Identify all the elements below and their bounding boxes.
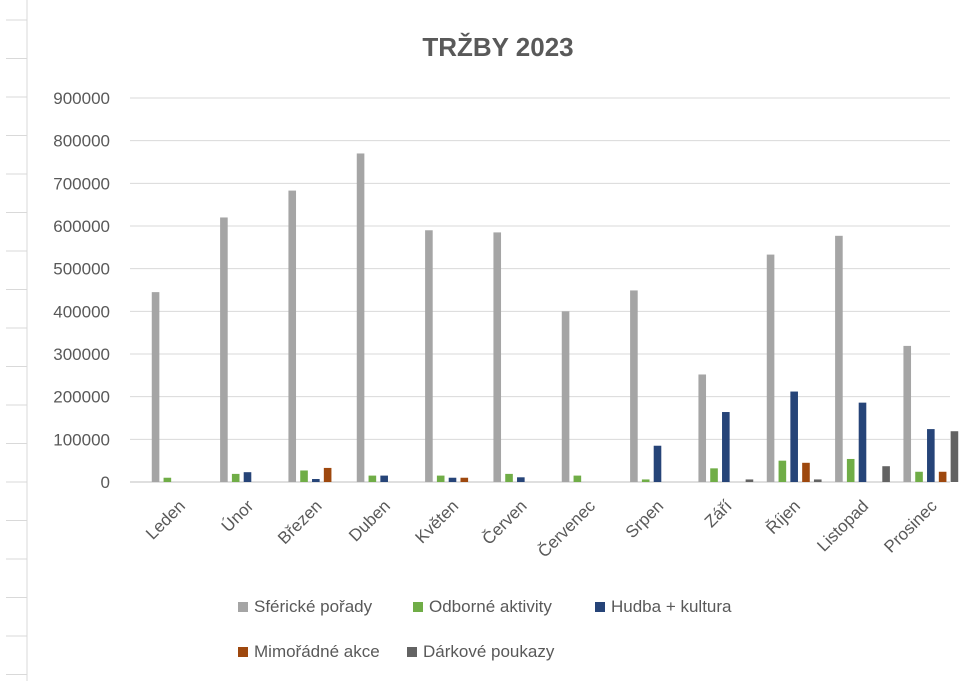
- bar: [436, 475, 445, 482]
- bar: [698, 374, 707, 482]
- bar: [163, 477, 172, 482]
- bar: [425, 230, 433, 482]
- legend-label: Dárkové poukazy: [423, 642, 555, 661]
- y-tick-label: 600000: [53, 217, 110, 236]
- bar: [380, 475, 388, 482]
- bar: [243, 472, 252, 482]
- bar: [903, 345, 912, 482]
- bar: [710, 468, 718, 482]
- x-tick-label: Listopad: [813, 496, 872, 555]
- y-tick-label: 0: [101, 473, 110, 492]
- legend-swatch: [238, 602, 248, 612]
- x-tick-label: Duben: [345, 496, 394, 545]
- left-border-ticks: [6, 19, 27, 675]
- x-tick-label: Březen: [274, 496, 326, 548]
- bars: [151, 153, 959, 482]
- bar: [151, 292, 160, 482]
- bar: [950, 431, 959, 482]
- bar: [938, 471, 947, 482]
- y-tick-label: 400000: [53, 302, 110, 321]
- x-tick-label: Únor: [218, 496, 258, 536]
- bar: [745, 479, 754, 482]
- bar: [220, 217, 228, 482]
- bar: [790, 391, 798, 482]
- bar: [312, 479, 320, 482]
- legend: Sférické pořady Odborné aktivity Hudba + k…: [238, 597, 732, 661]
- bar: [915, 471, 923, 482]
- x-tick-label: Červen: [478, 496, 530, 548]
- x-tick-label: Srpen: [622, 496, 668, 542]
- legend-swatch: [238, 647, 248, 657]
- x-tick-label: Prosinec: [880, 496, 941, 557]
- bar: [858, 402, 867, 482]
- legend-label: Odborné aktivity: [429, 597, 552, 616]
- bar: [517, 477, 525, 482]
- x-tick-label: Leden: [142, 496, 189, 543]
- x-tick-label: Červenec: [534, 496, 599, 561]
- bar: [641, 479, 650, 482]
- x-tick-label: Květen: [411, 496, 462, 547]
- bar: [231, 473, 240, 482]
- bar: [813, 479, 822, 482]
- bar: [802, 462, 810, 482]
- bar: [778, 460, 787, 482]
- legend-label: Mimořádné akce: [254, 642, 380, 661]
- legend-swatch: [595, 602, 605, 612]
- bar: [288, 190, 297, 482]
- x-tick-label: Září: [701, 496, 736, 531]
- bar: [630, 290, 638, 482]
- legend-swatch: [413, 602, 423, 612]
- bar: [460, 477, 469, 482]
- bar: [368, 475, 377, 482]
- bar: [722, 412, 730, 482]
- legend-label: Hudba + kultura: [611, 597, 732, 616]
- chart-title: TRŽBY 2023: [422, 32, 573, 62]
- bar: [766, 254, 775, 482]
- bar: [882, 466, 890, 482]
- x-tick-label: Říjen: [762, 496, 803, 537]
- legend-label: Sférické pořady: [254, 597, 373, 616]
- bar: [323, 467, 332, 482]
- y-axis-tick-labels: 0 100000 200000 300000 400000 500000 600000 700…: [53, 89, 110, 492]
- bar: [356, 153, 365, 482]
- bar: [493, 232, 502, 482]
- y-tick-label: 500000: [53, 260, 110, 279]
- bar: [927, 429, 935, 482]
- x-axis-tick-labels: Leden Únor Březen Duben Květen Červen Červenec…: [142, 496, 941, 561]
- y-tick-label: 800000: [53, 132, 110, 151]
- y-tick-label: 100000: [53, 430, 110, 449]
- y-tick-label: 700000: [53, 174, 110, 193]
- bar: [448, 477, 457, 482]
- bar: [561, 311, 570, 482]
- bar: [846, 458, 855, 482]
- y-tick-label: 300000: [53, 345, 110, 364]
- y-tick-label: 900000: [53, 89, 110, 108]
- y-tick-label: 200000: [53, 388, 110, 407]
- gridlines: [130, 97, 950, 483]
- legend-swatch: [407, 647, 417, 657]
- bar: [653, 445, 662, 482]
- bar: [835, 235, 843, 482]
- bar: [573, 475, 582, 482]
- bar: [300, 470, 308, 482]
- bar: [505, 473, 513, 482]
